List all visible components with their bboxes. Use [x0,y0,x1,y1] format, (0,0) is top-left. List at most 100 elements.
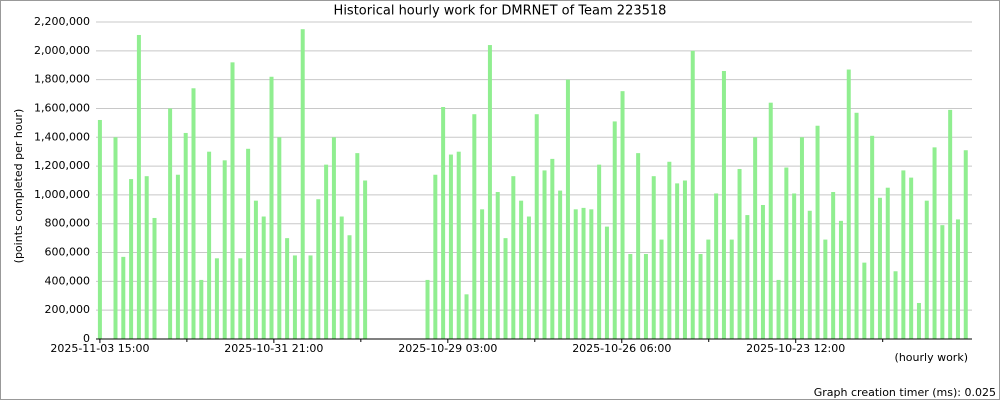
bar [597,164,602,339]
y-tick-label: 800,000 [45,217,91,230]
bar [581,207,586,339]
y-tick-label: 1,400,000 [34,130,90,143]
bar [144,176,149,339]
bar [565,79,570,340]
bar [300,29,305,339]
bar [893,271,898,339]
bar [238,258,243,339]
bar [729,239,734,339]
bar [464,294,469,339]
y-tick-label: 1,200,000 [34,159,90,172]
y-tick-label: 0 [83,332,90,345]
bar [168,108,173,339]
bar [285,238,290,339]
x-axis-label: (hourly work) [895,351,968,364]
bar [799,137,804,339]
bar [636,153,641,339]
bar [324,164,329,339]
bar [901,170,906,339]
bar [222,160,227,339]
bar [339,216,344,339]
bar [690,50,695,340]
x-tick-label: 2025-10-29 03:00 [398,342,497,355]
bar [916,302,921,339]
y-tick-label: 1,600,000 [34,101,90,114]
bar [682,180,687,339]
bar [737,168,742,339]
bar [472,114,477,339]
x-tick-label: 2025-10-26 06:00 [572,342,671,355]
bar [667,161,672,339]
bar [792,193,797,339]
bar [191,88,196,339]
bar [292,255,297,339]
bar [651,176,656,339]
bar [316,199,321,339]
bar [129,179,134,339]
bar [230,62,235,339]
bar [745,215,750,339]
bar [776,279,781,339]
bar [940,225,945,339]
bar [659,239,664,339]
bar [347,235,352,339]
bar [526,216,531,339]
chart-title: Historical hourly work for DMRNET of Tea… [334,4,667,19]
bar [589,209,594,339]
bar [448,154,453,339]
y-tick-label: 2,200,000 [34,15,90,28]
y-tick-label: 1,800,000 [34,73,90,86]
bar [870,135,875,339]
bar [511,176,516,339]
y-axis-label: (points completed per hour) [12,109,25,264]
bar [441,107,446,339]
bar [277,137,282,339]
bar [214,258,219,339]
bar [433,174,438,339]
bar [121,256,126,339]
y-tick-label: 400,000 [45,274,91,287]
bar [542,170,547,339]
bar [760,204,765,339]
bar [924,200,929,339]
bar [862,262,867,339]
bar [261,216,266,339]
bar [425,279,430,339]
bar [503,238,508,339]
bar [784,167,789,339]
bar [807,210,812,339]
bar [175,174,180,339]
bar [721,70,726,339]
bar [550,158,555,339]
bar [955,219,960,339]
bar [698,253,703,339]
bar [97,119,102,340]
bar [885,187,890,339]
bar [136,34,141,340]
bar [363,180,368,339]
bar [495,192,500,339]
bar [714,193,719,339]
bar [573,209,578,339]
bar [269,76,274,339]
bar [753,137,758,339]
bar [854,112,859,339]
y-tick-label: 2,000,000 [34,44,90,57]
bar [877,197,882,339]
bar [519,200,524,339]
bar [246,148,251,339]
footer: Graph creation timer (ms): 0.025 [814,386,996,399]
bar [487,45,492,340]
bar [768,102,773,339]
bar [838,220,843,339]
bar [308,255,313,339]
bar [480,209,485,339]
y-tick-label: 200,000 [45,303,91,316]
bar [534,114,539,339]
bar [706,239,711,339]
bar [963,150,968,339]
bar [331,137,336,339]
bar [909,177,914,339]
x-tick-label: 2025-11-03 15:00 [50,342,149,355]
